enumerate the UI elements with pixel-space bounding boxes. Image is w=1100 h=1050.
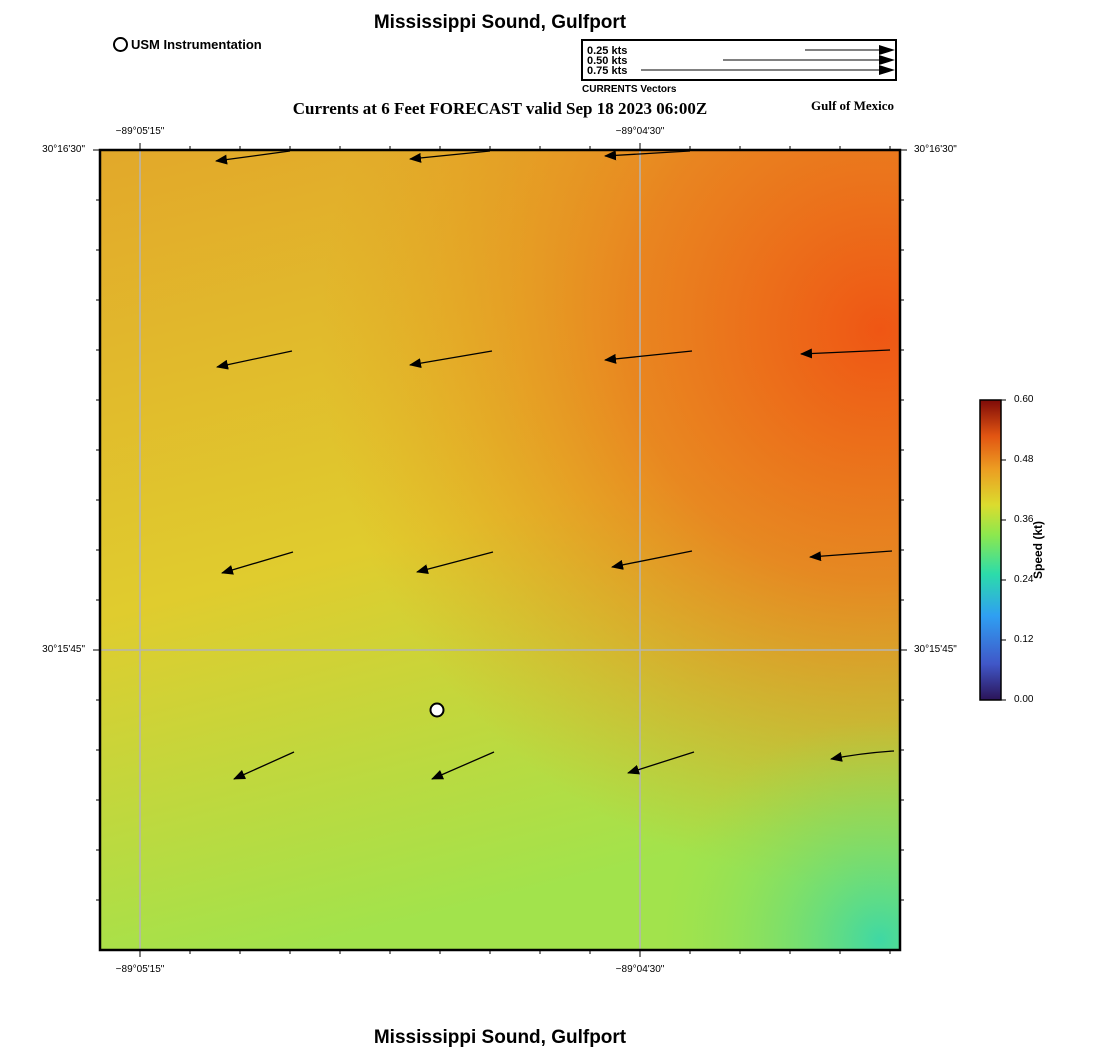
vector-legend-entry: 0.25 kts [587, 45, 628, 57]
current-vector-arrow-icon [830, 750, 895, 762]
current-vector-arrow-icon [409, 150, 491, 163]
current-vector-arrow-icon [416, 551, 494, 575]
left-tick-label: 30°16'30" [42, 144, 85, 155]
colorbar-tick-label: 0.24 [1014, 574, 1034, 585]
current-vector-arrow-icon [216, 350, 293, 370]
right-tick-label: 30°16'30" [914, 144, 957, 155]
current-vector-arrow-icon [431, 751, 495, 780]
current-vector-arrow-icon [800, 348, 891, 359]
colorbar-tick-label: 0.00 [1014, 694, 1034, 705]
colorbar-tick-label: 0.36 [1014, 514, 1034, 525]
top-tick-label: −89°05'15" [115, 126, 165, 137]
top-tick-label: −89°04'30" [615, 126, 665, 137]
map-title-top: Mississippi Sound, Gulfport [373, 12, 627, 33]
current-vector-arrow-icon [221, 551, 294, 575]
current-vector-arrow-icon [215, 150, 291, 165]
vector-legend: 0.25 kts 0.50 kts 0.75 kts [581, 39, 897, 81]
region-label: Gulf of Mexico [811, 98, 895, 113]
station-marker-icon[interactable] [429, 702, 445, 718]
colorbar-tick-label: 0.60 [1014, 394, 1034, 405]
colorbar-title: Speed (kt) [1031, 520, 1045, 580]
bottom-tick-label: −89°04'30" [615, 964, 665, 975]
colorbar [979, 399, 1002, 701]
current-vector-arrow-icon [604, 150, 691, 161]
station-legend-label: USM Instrumentation [131, 37, 262, 52]
vector-legend-arrows [641, 45, 895, 75]
vector-legend-entry: 0.50 kts [587, 55, 628, 67]
left-tick-label: 30°15'45" [42, 644, 85, 655]
current-vector-arrow-icon [604, 350, 693, 364]
current-vector-arrow-icon [409, 350, 493, 369]
vector-legend-caption: CURRENTS Vectors [582, 84, 677, 95]
map-title-bottom: Mississippi Sound, Gulfport [373, 1027, 627, 1048]
station-legend: USM Instrumentation [113, 37, 262, 52]
map-subtitle: Currents at 6 Feet FORECAST valid Sep 18… [292, 99, 708, 118]
current-vector-arrow-icon [627, 751, 695, 775]
current-vector-arrow-icon [611, 550, 693, 570]
vector-legend-entry: 0.75 kts [587, 65, 628, 77]
right-tick-label: 30°15'45" [914, 644, 957, 655]
colorbar-tick-label: 0.12 [1014, 634, 1034, 645]
current-vector-arrow-icon [809, 550, 893, 562]
current-vector-arrow-icon [233, 751, 295, 780]
station-circle-icon [113, 37, 128, 52]
colorbar-tick-label: 0.48 [1014, 454, 1034, 465]
bottom-tick-label: −89°05'15" [115, 964, 165, 975]
